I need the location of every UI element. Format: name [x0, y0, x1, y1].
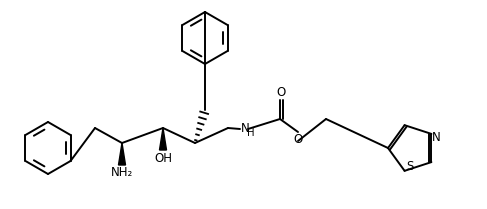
Text: N: N — [432, 131, 441, 144]
Text: O: O — [277, 85, 285, 98]
Text: O: O — [293, 133, 302, 146]
Polygon shape — [160, 128, 167, 150]
Text: N: N — [241, 121, 249, 135]
Text: OH: OH — [154, 152, 172, 164]
Polygon shape — [118, 143, 126, 165]
Text: S: S — [406, 160, 413, 173]
Text: NH₂: NH₂ — [111, 167, 133, 180]
Text: H: H — [247, 128, 255, 138]
